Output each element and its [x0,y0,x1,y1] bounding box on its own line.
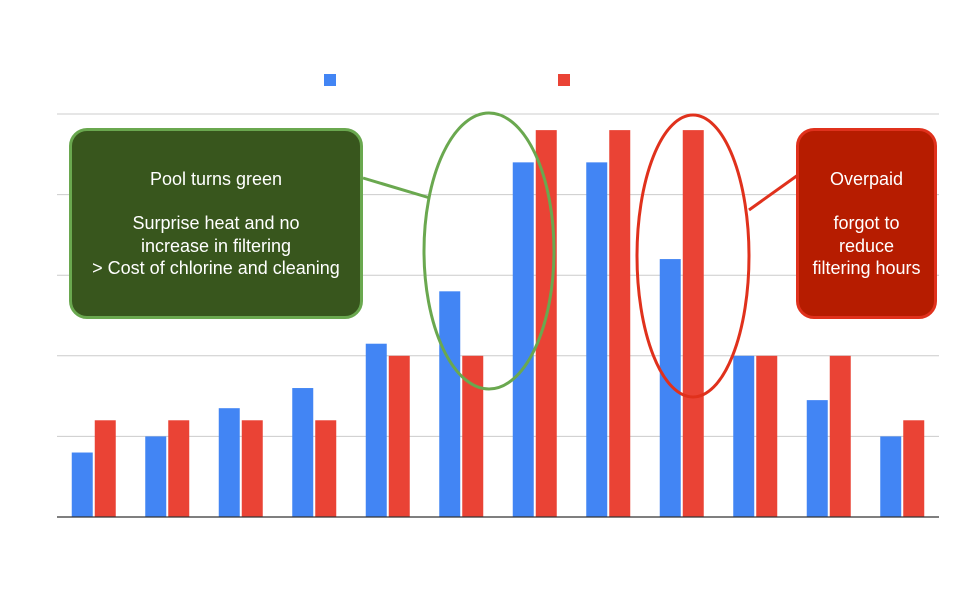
bar-series-2 [241,420,263,517]
green-highlight-ellipse [422,111,556,391]
bar-series-1 [439,291,461,517]
green-annotation-title: Pool turns green [149,168,283,189]
bar-series-1 [733,355,755,517]
bar-series-1 [145,436,167,517]
bar-series-2 [829,355,851,517]
legend-swatch-series-1 [324,74,336,86]
green-annotation-line: Surprise heat and no [132,213,300,233]
bar-series-2 [94,420,116,517]
bar-series-2 [535,130,557,517]
bar-series-2 [903,420,925,517]
bar-series-2 [682,130,704,517]
bar-series-1 [365,343,387,517]
legend-swatch-series-2 [558,74,570,86]
red-callout-connector [748,173,799,212]
red-annotation-line: forgot to [833,213,900,233]
bar-series-1 [292,388,314,517]
green-annotation-line: increase in filtering [140,235,292,256]
highlight-marks [362,111,799,399]
red-annotation-box: Overpaid forgot to reduce filtering hour… [796,128,937,319]
red-annotation-line: filtering hours [812,258,921,278]
bar-series-2 [388,355,410,517]
bar-series-1 [218,408,240,517]
green-callout-connector [362,176,431,200]
red-highlight-ellipse [635,113,751,399]
bar-series-2 [609,130,631,517]
bar-series-2 [756,355,778,517]
bar-series-1 [586,162,608,518]
bar-series-1 [880,436,902,517]
bar-series-1 [806,400,828,517]
red-annotation-title: Overpaid [829,168,904,189]
bar-series-2 [462,355,484,517]
bar-series-1 [659,259,681,517]
bar-series-1 [71,452,93,517]
red-annotation-line: reduce [838,235,895,256]
bar-series-2 [168,420,190,517]
green-annotation-box: Pool turns green Surprise heat and no in… [69,128,363,319]
green-annotation-line: > Cost of chlorine and cleaning [92,258,340,278]
bars [71,130,925,518]
bar-series-2 [315,420,337,517]
bar-series-1 [512,162,534,518]
legend [324,74,570,86]
